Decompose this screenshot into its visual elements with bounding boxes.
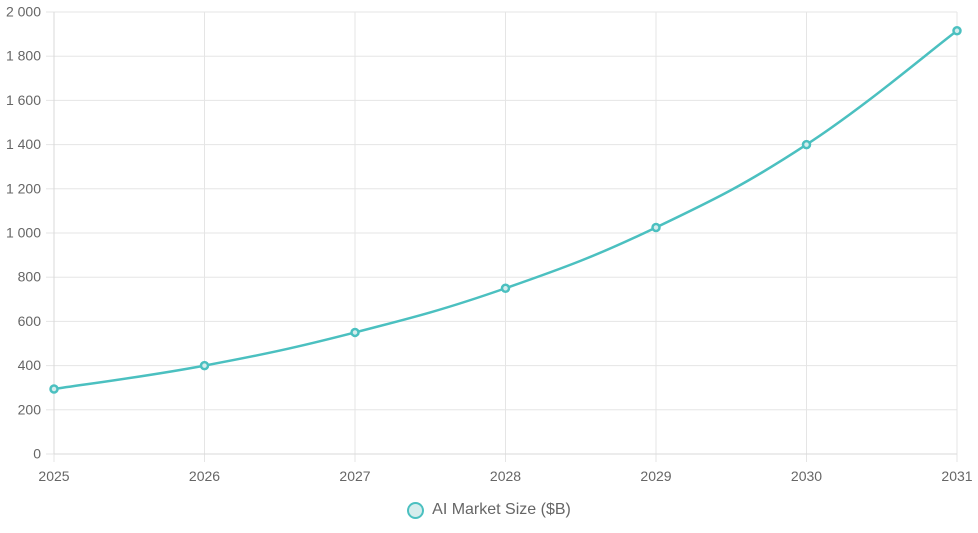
x-tick-label: 2030: [791, 468, 822, 484]
data-point[interactable]: [350, 327, 360, 338]
data-point[interactable]: [199, 360, 210, 371]
axes: [53, 12, 957, 455]
legend-label: AI Market Size ($B): [432, 501, 571, 518]
x-tick-label: 2031: [941, 468, 972, 484]
y-tick-label: 0: [33, 446, 41, 462]
data-point[interactable]: [952, 26, 962, 36]
data-point[interactable]: [49, 384, 59, 394]
chart-legend: AI Market Size ($B): [0, 498, 978, 522]
data-point[interactable]: [651, 222, 661, 233]
y-tick-label: 1 000: [6, 225, 41, 241]
x-tick-label: 2026: [189, 468, 220, 484]
legend-item-series[interactable]: AI Market Size ($B): [407, 501, 571, 519]
y-tick-label: 1 400: [6, 136, 41, 152]
data-point[interactable]: [801, 139, 812, 150]
x-tick-label: 2025: [38, 468, 69, 484]
x-axis-tick-labels: 2025 2026 2027 2028 2029 2030 2031: [38, 468, 972, 484]
data-point[interactable]: [500, 283, 511, 293]
y-tick-label: 600: [18, 313, 42, 329]
y-tick-label: 1 600: [6, 92, 41, 108]
y-tick-label: 1 200: [6, 180, 41, 196]
y-axis-tick-labels: 0 200 400 600 800 1 000 1 200 1 400 1 600 1 800 2 …: [6, 4, 41, 462]
series-points: [49, 26, 962, 394]
x-tick-label: 2029: [640, 468, 671, 484]
legend-swatch-icon: [407, 501, 425, 519]
x-tick-label: 2027: [339, 468, 370, 484]
x-tick-label: 2028: [490, 468, 521, 484]
y-tick-label: 800: [18, 269, 42, 285]
grid-lines: [46, 11, 958, 462]
y-tick-label: 200: [18, 401, 42, 417]
y-tick-label: 2 000: [6, 4, 41, 20]
y-tick-label: 1 800: [6, 48, 41, 64]
y-tick-label: 400: [18, 357, 42, 373]
